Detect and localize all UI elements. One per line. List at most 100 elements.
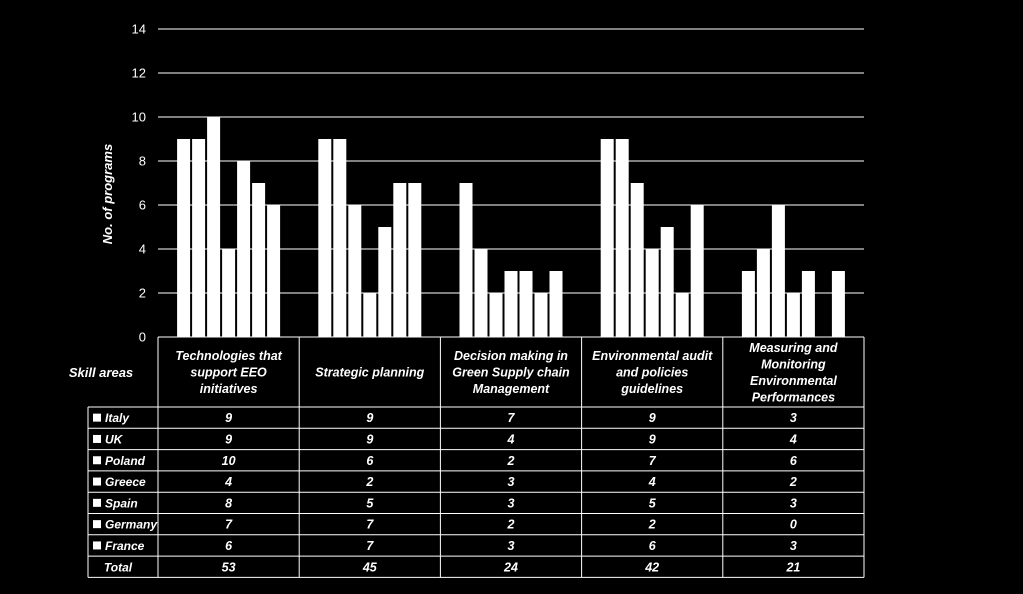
category-label: Environmental <box>750 374 837 388</box>
category-label: initiatives <box>200 382 258 396</box>
bar-poland-2 <box>489 293 503 337</box>
data-label: 9 <box>366 411 373 425</box>
category-label: guidelines <box>620 382 683 396</box>
bar-greece-2 <box>504 271 518 337</box>
category-label: Performances <box>752 390 835 404</box>
bar-spain-0 <box>237 161 251 337</box>
legend-key-france <box>93 541 101 550</box>
category-label: support EEO <box>190 366 267 380</box>
y-tick-label: 8 <box>139 154 146 169</box>
bar-germany-2 <box>534 293 548 337</box>
bar-poland-1 <box>348 205 362 337</box>
bar-germany-3 <box>675 293 689 337</box>
legend-series-name: Poland <box>105 454 146 468</box>
legend-key-poland <box>93 456 101 465</box>
data-label: 2 <box>507 454 515 468</box>
bar-uk-4 <box>756 249 770 337</box>
data-label: 6 <box>366 454 374 468</box>
category-label: Green Supply chain <box>452 366 570 380</box>
data-label: 7 <box>649 454 657 468</box>
category-label: Management <box>473 382 550 396</box>
data-label: 6 <box>790 454 798 468</box>
bar-poland-4 <box>771 205 785 337</box>
total-value: 21 <box>785 560 800 574</box>
total-value: 24 <box>503 560 518 574</box>
total-label: Total <box>104 560 133 574</box>
y-tick-label: 14 <box>132 22 146 37</box>
data-label: 3 <box>790 496 797 510</box>
bar-spain-2 <box>519 271 533 337</box>
y-tick-label: 4 <box>139 242 146 257</box>
data-label: 7 <box>225 518 233 532</box>
bar-italy-1 <box>318 139 332 337</box>
bar-france-4 <box>831 271 845 337</box>
legend-series-name: Germany <box>105 518 158 532</box>
bar-germany-0 <box>252 183 266 337</box>
bar-italy-3 <box>600 139 614 337</box>
category-label: Measuring and <box>749 341 838 355</box>
data-label: 2 <box>648 518 656 532</box>
data-label: 0 <box>790 518 797 532</box>
data-label: 9 <box>225 432 232 446</box>
category-label: Strategic planning <box>315 366 424 380</box>
y-tick-label: 2 <box>139 286 146 301</box>
category-label: Environmental audit <box>592 349 713 363</box>
y-tick-label: 0 <box>139 330 146 345</box>
y-tick-label: 12 <box>132 66 146 81</box>
legend-key-spain <box>93 498 101 507</box>
legend-key-italy <box>93 413 101 422</box>
bar-france-2 <box>549 271 563 337</box>
data-label: 5 <box>649 496 657 510</box>
data-label: 7 <box>366 518 374 532</box>
bar-uk-1 <box>333 139 347 337</box>
y-tick-label: 10 <box>132 110 146 125</box>
bar-spain-1 <box>378 227 392 337</box>
data-label: 4 <box>789 432 797 446</box>
legend-key-uk <box>93 434 101 443</box>
legend-series-name: France <box>105 539 145 553</box>
data-label: 8 <box>225 496 232 510</box>
legend-series-name: Spain <box>105 496 138 510</box>
data-label: 3 <box>790 411 797 425</box>
bar-greece-3 <box>645 249 659 337</box>
data-label: 4 <box>224 475 232 489</box>
data-label: 10 <box>222 454 236 468</box>
data-label: 9 <box>225 411 232 425</box>
data-label: 6 <box>649 539 657 553</box>
data-label: 2 <box>789 475 797 489</box>
bar-italy-0 <box>177 139 191 337</box>
legend-series-name: UK <box>105 432 124 446</box>
bar-italy-2 <box>459 183 473 337</box>
data-label: 7 <box>508 411 516 425</box>
data-label: 4 <box>507 432 515 446</box>
data-label: 5 <box>366 496 374 510</box>
data-label: 3 <box>508 475 515 489</box>
bar-spain-3 <box>660 227 674 337</box>
bar-france-1 <box>408 183 422 337</box>
category-label: Monitoring <box>761 357 826 371</box>
bar-france-0 <box>267 205 281 337</box>
y-axis-label: No. of programs <box>100 144 115 244</box>
bar-spain-4 <box>801 271 815 337</box>
legend-key-germany <box>93 520 101 529</box>
data-label: 3 <box>790 539 797 553</box>
data-label: 9 <box>366 432 373 446</box>
legend-series-name: Italy <box>105 411 130 425</box>
bar-poland-0 <box>207 117 221 337</box>
data-label: 7 <box>366 539 374 553</box>
bar-uk-0 <box>192 139 206 337</box>
data-label: 4 <box>648 475 656 489</box>
category-label: Decision making in <box>454 349 568 363</box>
bar-greece-4 <box>786 293 800 337</box>
data-label: 6 <box>225 539 233 553</box>
category-label: and policies <box>616 366 688 380</box>
data-label: 9 <box>649 432 656 446</box>
y-tick-label: 6 <box>139 198 146 213</box>
bar-uk-2 <box>474 249 488 337</box>
bar-greece-0 <box>222 249 236 337</box>
bar-italy-4 <box>741 271 755 337</box>
data-label: 3 <box>508 539 515 553</box>
data-label: 2 <box>507 518 515 532</box>
total-value: 53 <box>222 560 236 574</box>
